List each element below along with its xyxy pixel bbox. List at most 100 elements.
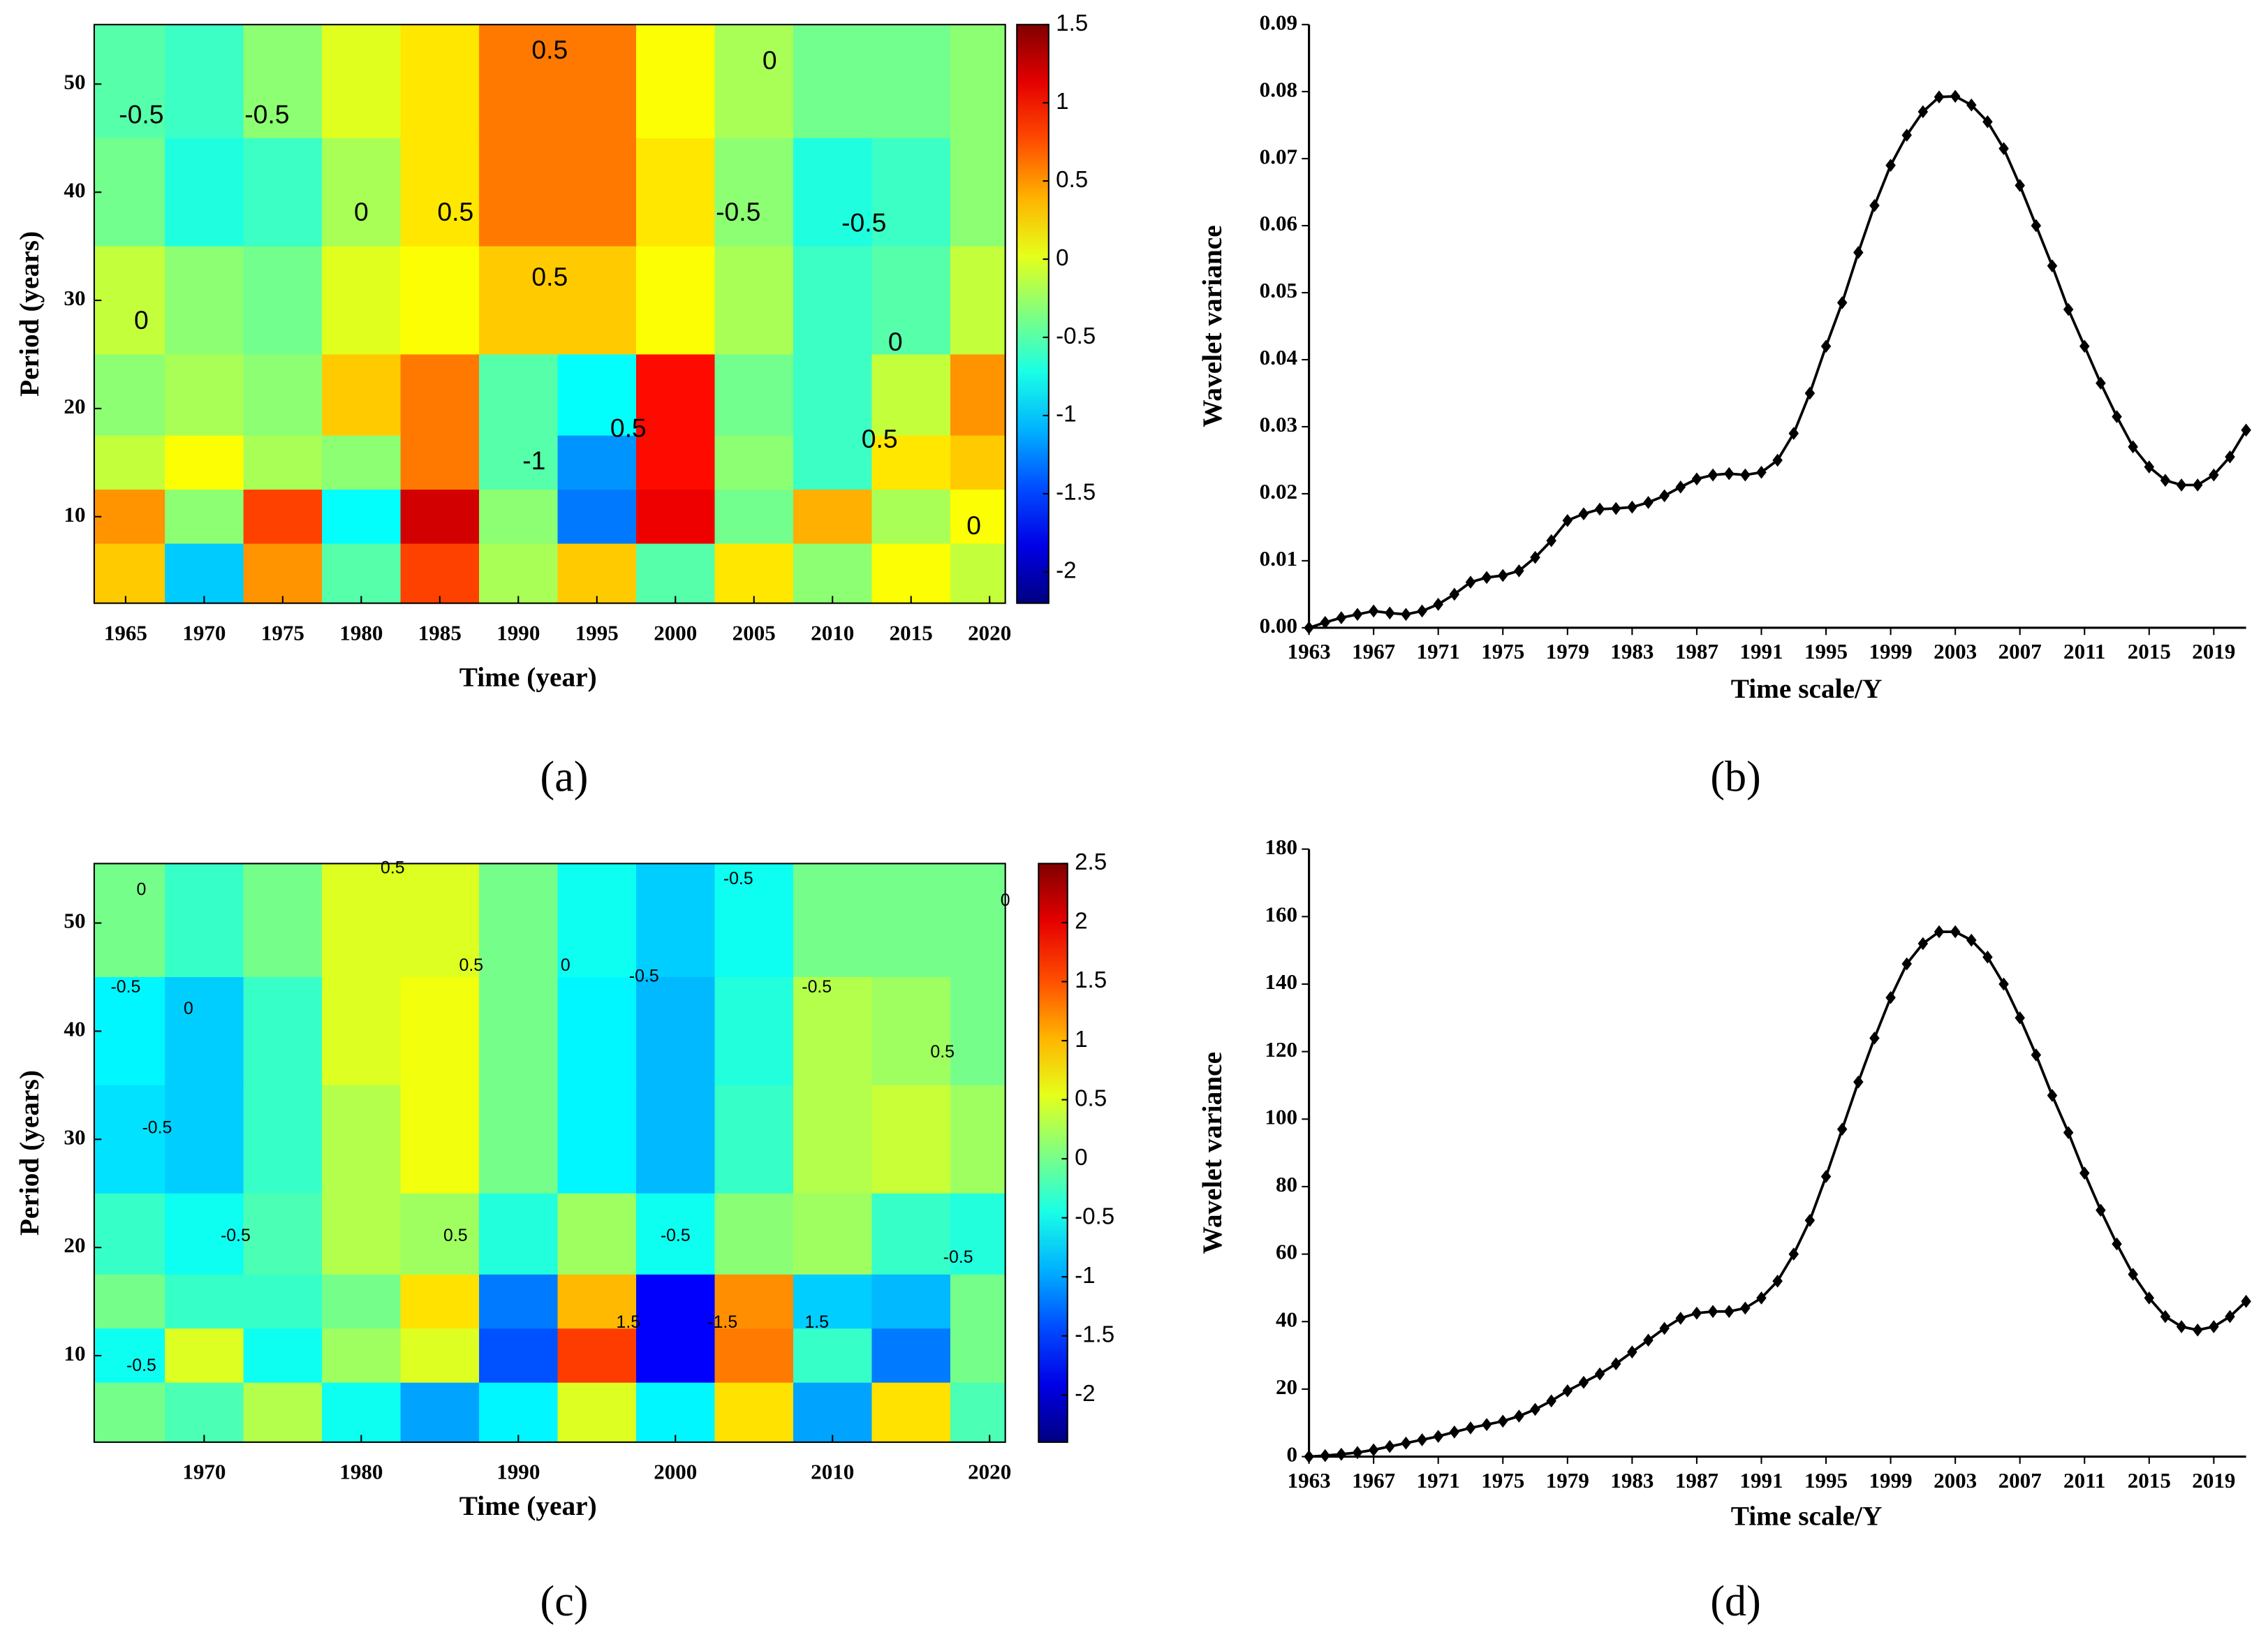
contour-cell [871, 543, 951, 604]
marker [1385, 606, 1395, 620]
marker [2128, 1268, 2138, 1281]
contour-cell [165, 1193, 244, 1275]
colorbar-tick-label: -1.5 [1075, 1321, 1114, 1347]
contour-cell [243, 354, 323, 437]
contour-cell [636, 1193, 716, 1275]
marker [1530, 1402, 1540, 1416]
contour-cell [714, 543, 795, 604]
marker [1320, 1449, 1330, 1463]
x-axis-label: Time (year) [459, 1490, 597, 1521]
contour-label: 0 [354, 197, 369, 226]
y-tick-label: 80 [1276, 1172, 1297, 1196]
contour-cell [871, 863, 951, 979]
contour-cell [479, 863, 559, 979]
marker [2063, 1126, 2074, 1139]
marker [1820, 339, 1832, 353]
marker [2225, 1310, 2235, 1324]
marker [2128, 440, 2138, 454]
contour-cell [243, 490, 323, 545]
marker [1820, 1170, 1832, 1183]
x-tick-label: 1999 [1869, 639, 1913, 664]
x-tick-label: 1975 [1481, 639, 1524, 664]
colorbar-tick-label: 2.5 [1075, 849, 1107, 875]
contour-cell [557, 1085, 638, 1194]
colorbar-tick-label: 0 [1056, 245, 1068, 271]
marker [1853, 1075, 1864, 1089]
contour-cell [714, 1085, 795, 1194]
contour-cell [557, 490, 638, 545]
marker [1417, 1433, 1427, 1446]
contour-cell [165, 490, 244, 545]
contour-cell [557, 1382, 638, 1443]
contour-cell [165, 1274, 244, 1330]
contour-cell [950, 977, 1006, 1086]
contour-cell [636, 138, 716, 247]
contour-cell [557, 977, 638, 1086]
contour-cell [871, 1193, 951, 1275]
marker [1352, 608, 1363, 621]
marker [1740, 1301, 1751, 1315]
marker [1723, 1305, 1735, 1319]
contour-label: -0.5 [943, 1248, 973, 1267]
contour-label: -0.5 [802, 978, 832, 997]
contour-cell [793, 1382, 873, 1443]
x-axis-label: Time scale/Y [1731, 673, 1883, 704]
contour-cell [871, 246, 951, 356]
marker [1610, 501, 1621, 515]
marker [1901, 957, 1912, 971]
colorbar-tick-label: 1.5 [1056, 10, 1088, 36]
contour-cell [793, 863, 873, 979]
y-tick-label: 20 [64, 394, 85, 418]
marker [1465, 1421, 1476, 1435]
x-tick-label: 1979 [1546, 639, 1589, 664]
contour-cell [714, 1328, 795, 1384]
panel-caption: (a) [540, 754, 589, 801]
contour-cell [322, 435, 402, 491]
marker [1950, 89, 1961, 103]
contour-cell [950, 435, 1006, 491]
y-tick-label: 60 [1276, 1240, 1297, 1264]
x-tick-label: 2010 [811, 620, 854, 645]
colorbar-tick-label: 0 [1075, 1145, 1087, 1171]
contour-cell [243, 863, 323, 979]
plot-frame [93, 24, 1006, 604]
colorbar [1038, 863, 1068, 1443]
y-tick-label: 0.02 [1260, 479, 1297, 504]
contour-cell [400, 490, 480, 545]
contour-cell [793, 1274, 873, 1330]
y-tick-label: 40 [64, 1017, 85, 1041]
marker [1917, 105, 1929, 119]
colorbar-tick-label: 1 [1075, 1027, 1087, 1053]
contour-cell [400, 1274, 480, 1330]
contour-cell [950, 354, 1006, 437]
contour-cell [871, 490, 951, 545]
contour-cell [322, 1085, 402, 1194]
contour-cell [322, 1382, 402, 1443]
y-tick-label: 0.09 [1260, 10, 1297, 34]
x-tick-label: 1975 [261, 620, 304, 645]
x-tick-label: 1995 [1804, 1468, 1848, 1493]
y-tick-label: 50 [64, 69, 85, 94]
contour-cell [950, 1085, 1006, 1194]
x-tick-label: 2000 [654, 1460, 697, 1484]
contour-cell [714, 435, 795, 491]
contour-cell [94, 863, 166, 979]
colorbar-tick-label: 0.5 [1075, 1085, 1107, 1111]
contour-cell [165, 24, 244, 139]
marker [1691, 1306, 1702, 1320]
marker [1869, 1032, 1880, 1045]
marker [1675, 1312, 1686, 1325]
y-tick-label: 140 [1265, 969, 1297, 994]
contour-label: 0.5 [930, 1043, 955, 1062]
y-tick-label: 100 [1265, 1104, 1297, 1129]
contour-label: 0 [561, 956, 570, 975]
contour-cell [400, 977, 480, 1086]
y-axis-label: Period (years) [14, 231, 45, 397]
marker [1707, 468, 1718, 482]
contour-cell [871, 1382, 951, 1443]
marker [2176, 1320, 2187, 1333]
marker [2063, 302, 2074, 316]
x-tick-label: 1970 [182, 1460, 226, 1484]
contour-cell [94, 490, 166, 545]
contour-cell [950, 138, 1006, 247]
